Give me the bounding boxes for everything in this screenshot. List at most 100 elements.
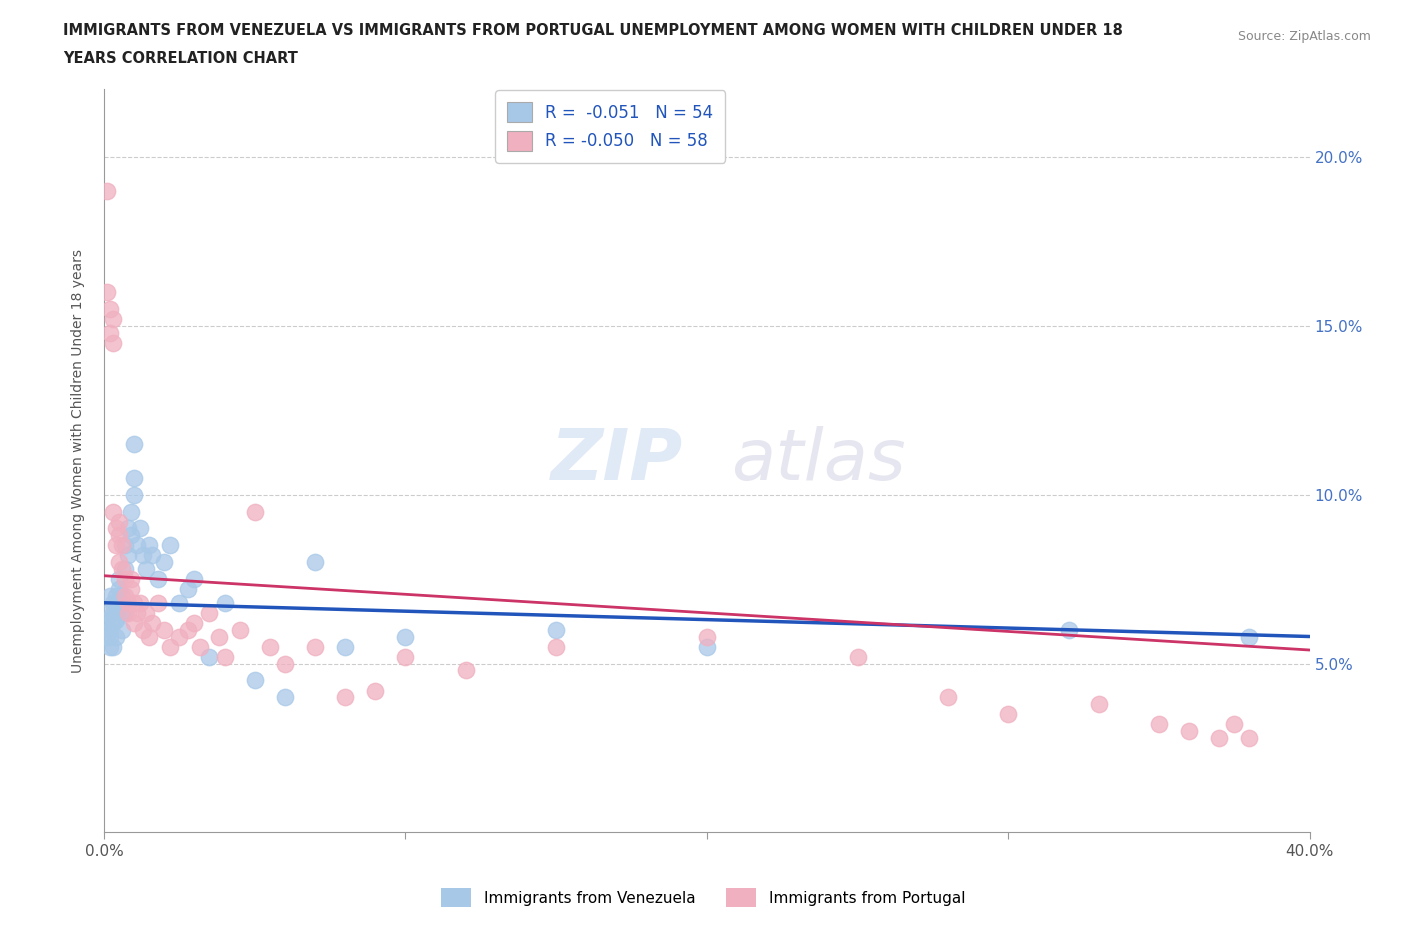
Point bbox=[1239, 730, 1261, 745]
Point bbox=[997, 707, 1019, 722]
Point bbox=[101, 504, 124, 519]
Text: atlas: atlas bbox=[731, 426, 905, 496]
Point bbox=[117, 548, 139, 563]
Point bbox=[546, 622, 568, 637]
Point bbox=[333, 690, 356, 705]
Point bbox=[141, 548, 163, 563]
Point bbox=[101, 639, 124, 654]
Point bbox=[190, 639, 212, 654]
Point bbox=[122, 595, 145, 610]
Point bbox=[546, 639, 568, 654]
Point bbox=[122, 616, 145, 631]
Point bbox=[1087, 697, 1109, 711]
Point bbox=[101, 605, 124, 620]
Point bbox=[111, 589, 134, 604]
Point bbox=[111, 538, 134, 552]
Point bbox=[114, 562, 136, 577]
Point bbox=[159, 538, 181, 552]
Point bbox=[114, 605, 136, 620]
Point bbox=[108, 514, 131, 529]
Point bbox=[304, 639, 326, 654]
Point bbox=[111, 562, 134, 577]
Point bbox=[132, 622, 155, 637]
Point bbox=[122, 471, 145, 485]
Point bbox=[114, 589, 136, 604]
Point bbox=[114, 572, 136, 587]
Point bbox=[274, 690, 297, 705]
Point bbox=[214, 649, 236, 664]
Point bbox=[117, 521, 139, 536]
Point bbox=[846, 649, 869, 664]
Point bbox=[135, 605, 157, 620]
Point bbox=[108, 527, 131, 542]
Point bbox=[243, 673, 266, 688]
Text: Source: ZipAtlas.com: Source: ZipAtlas.com bbox=[1237, 30, 1371, 43]
Point bbox=[936, 690, 959, 705]
Point bbox=[108, 595, 131, 610]
Point bbox=[105, 589, 128, 604]
Legend: R =  -0.051   N = 54, R = -0.050   N = 58: R = -0.051 N = 54, R = -0.050 N = 58 bbox=[495, 90, 725, 163]
Point bbox=[696, 639, 718, 654]
Point bbox=[228, 622, 250, 637]
Point bbox=[153, 555, 176, 570]
Point bbox=[214, 595, 236, 610]
Point bbox=[148, 595, 170, 610]
Point bbox=[132, 548, 155, 563]
Point bbox=[183, 572, 205, 587]
Point bbox=[304, 555, 326, 570]
Point bbox=[114, 538, 136, 552]
Point bbox=[141, 616, 163, 631]
Point bbox=[454, 663, 477, 678]
Point bbox=[101, 595, 124, 610]
Point bbox=[198, 649, 221, 664]
Point bbox=[122, 436, 145, 451]
Point bbox=[148, 572, 170, 587]
Point bbox=[333, 639, 356, 654]
Point bbox=[159, 639, 181, 654]
Point bbox=[120, 582, 142, 597]
Point bbox=[105, 612, 128, 627]
Point bbox=[198, 605, 221, 620]
Point bbox=[96, 629, 118, 644]
Point bbox=[120, 572, 142, 587]
Point bbox=[117, 605, 139, 620]
Point bbox=[138, 538, 160, 552]
Point bbox=[394, 629, 416, 644]
Point bbox=[177, 622, 200, 637]
Point bbox=[96, 183, 118, 198]
Point bbox=[1057, 622, 1080, 637]
Point bbox=[183, 616, 205, 631]
Point bbox=[111, 605, 134, 620]
Point bbox=[1223, 717, 1246, 732]
Point bbox=[169, 629, 191, 644]
Point bbox=[117, 595, 139, 610]
Point bbox=[105, 605, 128, 620]
Point bbox=[108, 555, 131, 570]
Point bbox=[120, 504, 142, 519]
Point bbox=[96, 285, 118, 299]
Point bbox=[120, 527, 142, 542]
Point bbox=[127, 605, 149, 620]
Point bbox=[96, 605, 118, 620]
Point bbox=[129, 521, 152, 536]
Point bbox=[101, 616, 124, 631]
Text: IMMIGRANTS FROM VENEZUELA VS IMMIGRANTS FROM PORTUGAL UNEMPLOYMENT AMONG WOMEN W: IMMIGRANTS FROM VENEZUELA VS IMMIGRANTS … bbox=[63, 23, 1123, 38]
Point bbox=[138, 629, 160, 644]
Point bbox=[259, 639, 281, 654]
Point bbox=[108, 582, 131, 597]
Point bbox=[98, 589, 121, 604]
Point bbox=[108, 572, 131, 587]
Point bbox=[177, 582, 200, 597]
Point bbox=[364, 684, 387, 698]
Point bbox=[274, 656, 297, 671]
Point bbox=[98, 622, 121, 637]
Point bbox=[98, 326, 121, 340]
Point bbox=[111, 622, 134, 637]
Point bbox=[105, 538, 128, 552]
Point bbox=[1239, 629, 1261, 644]
Point bbox=[96, 612, 118, 627]
Point bbox=[153, 622, 176, 637]
Point bbox=[101, 312, 124, 326]
Point bbox=[1208, 730, 1230, 745]
Point bbox=[127, 538, 149, 552]
